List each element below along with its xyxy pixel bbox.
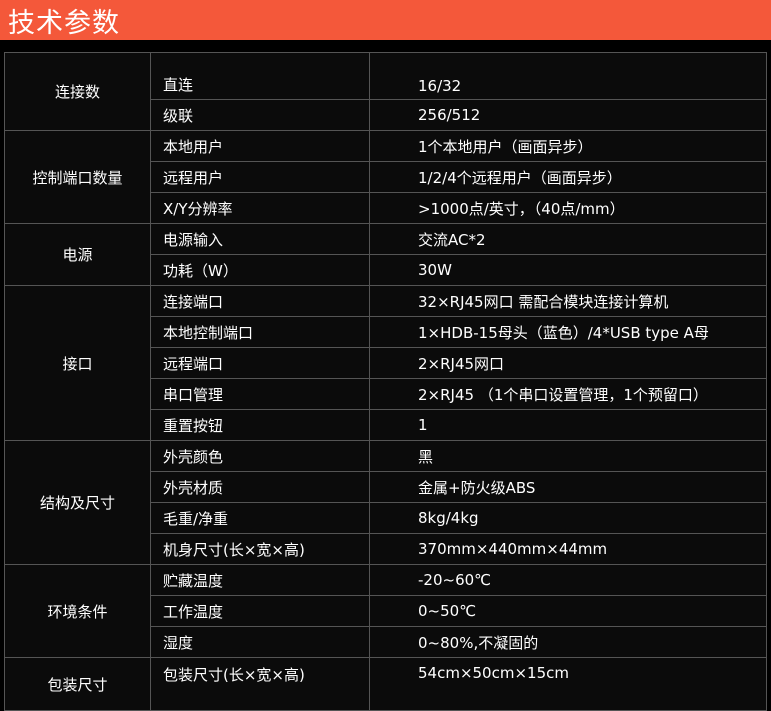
table-row: 环境条件 贮藏温度 -20~60℃ — [4, 564, 767, 658]
table-row: 连接数 直连 16/32 — [4, 52, 767, 131]
spec-name: 功耗（W） — [150, 254, 370, 286]
spec-name: 包装尺寸(长×宽×高) — [150, 657, 370, 711]
spec-value: 54cm×50cm×15cm — [369, 657, 767, 711]
spec-value: 1/2/4个远程用户（画面异步） — [369, 161, 767, 193]
spec-name: 连接端口 — [150, 285, 370, 317]
spec-name: 串口管理 — [150, 378, 370, 410]
spec-value: 1个本地用户（画面异步） — [369, 130, 767, 162]
spec-name: 贮藏温度 — [150, 564, 370, 596]
spec-name: 远程端口 — [150, 347, 370, 379]
spec-value: 2×RJ45网口 — [369, 347, 767, 379]
spec-value: 2×RJ45 （1个串口设置管理，1个预留口） — [369, 378, 767, 410]
group-label: 接口 — [4, 285, 151, 441]
table-row: 重置按钮 1 — [5, 409, 767, 441]
table-row: 电源 电源输入 交流AC*2 — [4, 223, 767, 286]
table-row: 接口 连接端口 32×RJ45网口 需配合模块连接计算机 — [4, 285, 767, 441]
spec-name: 机身尺寸(长×宽×高) — [150, 533, 370, 565]
section-title: 技术参数 — [8, 7, 120, 39]
table-row: 功耗（W） 30W — [5, 254, 767, 286]
spec-value: -20~60℃ — [369, 564, 767, 596]
spec-value: 16/32 — [369, 52, 767, 100]
table-row: 级联 256/512 — [5, 99, 767, 131]
spec-name: 级联 — [150, 99, 370, 131]
table-row: 串口管理 2×RJ45 （1个串口设置管理，1个预留口） — [5, 378, 767, 410]
table-row: 外壳材质 金属+防火级ABS — [5, 471, 767, 503]
spec-name: 重置按钮 — [150, 409, 370, 441]
group-label: 结构及尺寸 — [4, 440, 151, 565]
table-row: 本地控制端口 1×HDB-15母头（蓝色）/4*USB type A母 — [5, 316, 767, 348]
spec-name: 本地用户 — [150, 130, 370, 162]
spec-value: 32×RJ45网口 需配合模块连接计算机 — [369, 285, 767, 317]
spec-name: 直连 — [150, 52, 370, 100]
spec-value: 1×HDB-15母头（蓝色）/4*USB type A母 — [369, 316, 767, 348]
group-label: 电源 — [4, 223, 151, 286]
table-row: 毛重/净重 8kg/4kg — [5, 502, 767, 534]
spec-value: 0~50℃ — [369, 595, 767, 627]
table-row: 控制端口数量 本地用户 1个本地用户（画面异步） — [4, 130, 767, 224]
spec-value: 交流AC*2 — [369, 223, 767, 255]
spec-value: 256/512 — [369, 99, 767, 131]
spec-value: 370mm×440mm×44mm — [369, 533, 767, 565]
spec-value: >1000点/英寸，（40点/mm） — [369, 192, 767, 224]
group-label: 控制端口数量 — [4, 130, 151, 224]
table-row: X/Y分辨率 >1000点/英寸，（40点/mm） — [5, 192, 767, 224]
spec-value: 黑 — [369, 440, 767, 472]
table-row: 包装尺寸 包装尺寸(长×宽×高) 54cm×50cm×15cm — [4, 657, 767, 711]
table-row: 远程用户 1/2/4个远程用户（画面异步） — [5, 161, 767, 193]
spec-name: 工作温度 — [150, 595, 370, 627]
spec-value: 金属+防火级ABS — [369, 471, 767, 503]
spec-name: 湿度 — [150, 626, 370, 658]
section-header: 技术参数 — [0, 0, 771, 40]
group-label: 连接数 — [4, 52, 151, 131]
spec-name: 电源输入 — [150, 223, 370, 255]
spec-name: 外壳材质 — [150, 471, 370, 503]
spec-value: 1 — [369, 409, 767, 441]
spec-name: X/Y分辨率 — [150, 192, 370, 224]
spec-name: 外壳颜色 — [150, 440, 370, 472]
spec-name: 远程用户 — [150, 161, 370, 193]
group-label: 环境条件 — [4, 564, 151, 658]
spec-value: 0~80%,不凝固的 — [369, 626, 767, 658]
spec-value: 30W — [369, 254, 767, 286]
spec-table: 连接数 直连 16/32 级联 256/512 控制端口数量 本地用户 1个本地用户（画面异步… — [4, 52, 767, 711]
spec-name: 本地控制端口 — [150, 316, 370, 348]
spec-value: 8kg/4kg — [369, 502, 767, 534]
spec-table-wrapper: 连接数 直连 16/32 级联 256/512 控制端口数量 本地用户 1个本地用户（画面异步… — [4, 52, 767, 711]
spec-name: 毛重/净重 — [150, 502, 370, 534]
table-row: 结构及尺寸 外壳颜色黑 — [4, 440, 767, 565]
table-row: 远程端口 2×RJ45网口 — [5, 347, 767, 379]
group-label: 包装尺寸 — [4, 657, 151, 711]
